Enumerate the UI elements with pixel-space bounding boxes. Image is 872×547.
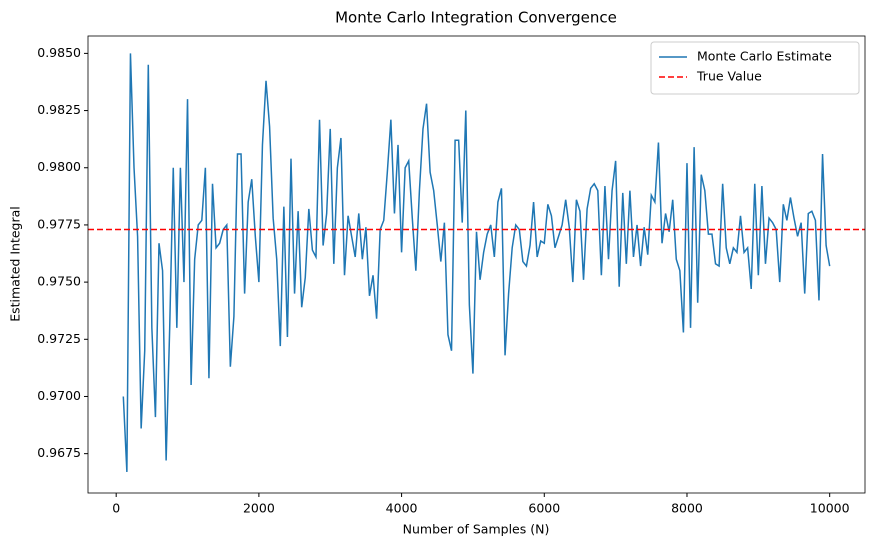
x-tick-label: 10000: [810, 501, 850, 516]
legend-label: True Value: [696, 69, 762, 84]
y-tick-label: 0.9800: [37, 159, 81, 174]
y-tick-label: 0.9700: [37, 388, 81, 403]
x-tick-label: 2000: [243, 501, 275, 516]
x-tick-label: 6000: [528, 501, 560, 516]
y-tick-label: 0.9775: [37, 216, 81, 231]
x-tick-label: 8000: [671, 501, 703, 516]
y-tick-label: 0.9725: [37, 331, 81, 346]
y-tick-label: 0.9825: [37, 102, 81, 117]
y-tick-label: 0.9675: [37, 445, 81, 460]
y-axis-label: Estimated Integral: [8, 206, 23, 322]
data-line: [122, 53, 831, 472]
y-tick-label: 0.9750: [37, 274, 81, 289]
legend-label: Monte Carlo Estimate: [697, 49, 832, 64]
x-tick-label: 0: [112, 501, 120, 516]
chart-title: Monte Carlo Integration Convergence: [335, 9, 617, 27]
y-tick-label: 0.9850: [37, 45, 81, 60]
x-axis-label: Number of Samples (N): [403, 522, 550, 537]
plot-frame: [87, 35, 866, 494]
x-tick-label: 4000: [386, 501, 418, 516]
legend-box: [650, 41, 860, 95]
